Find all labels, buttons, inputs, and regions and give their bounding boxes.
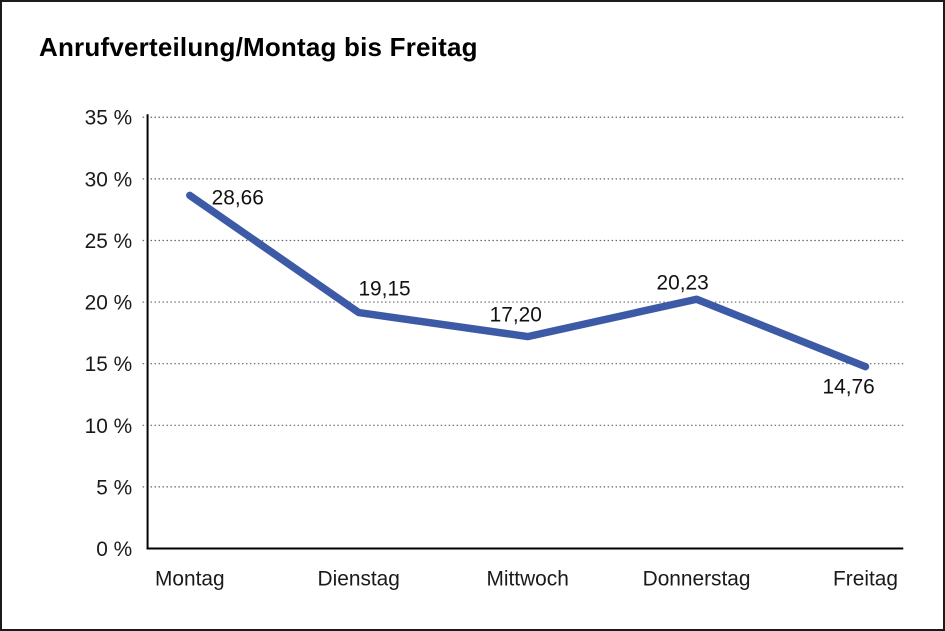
y-tick-label: 15 % [85,353,133,376]
chart-title: Anrufverteilung/Montag bis Freitag [39,32,478,62]
y-tick-label: 20 % [85,292,133,315]
y-tick-label: 5 % [96,476,132,499]
x-category-label: Dienstag [318,567,400,590]
data-label: 28,66 [212,186,264,209]
data-label: 20,23 [657,271,709,294]
y-tick-label: 30 % [85,168,133,191]
x-category-label: Mittwoch [486,567,568,590]
y-tick-label: 35 % [85,107,133,130]
y-tick-label: 0 % [96,538,132,561]
y-tick-label: 10 % [85,415,133,438]
data-label: 14,76 [822,375,874,398]
x-category-label: Freitag [833,567,898,590]
x-category-label: Montag [155,567,225,590]
data-label: 19,15 [358,278,410,301]
data-label: 17,20 [490,304,542,327]
x-category-label: Donnerstag [643,567,751,590]
y-tick-label: 25 % [85,230,133,253]
data-line [186,191,870,371]
